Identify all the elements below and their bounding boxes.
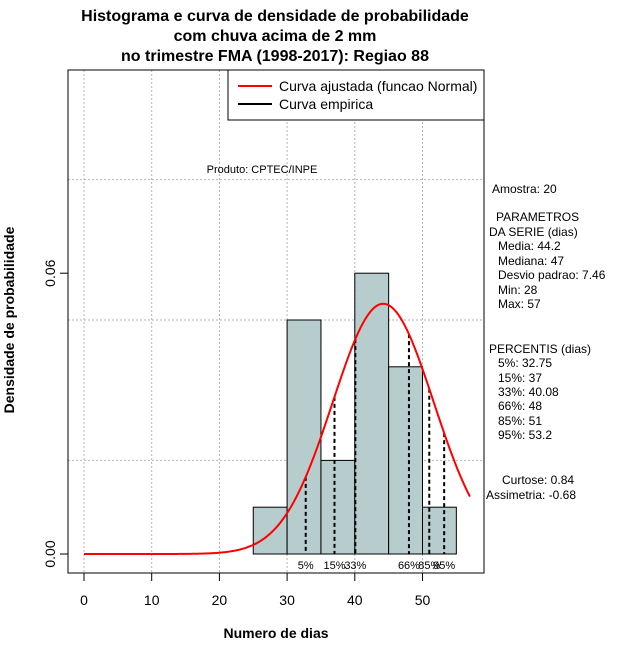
stat-percentil-66: 66%: 48	[498, 399, 542, 413]
percentile-label: 33%	[344, 560, 366, 572]
y-tick-label: 0.06	[42, 259, 58, 286]
percentile-label: 66%	[398, 560, 420, 572]
percentile-lines	[304, 334, 446, 554]
x-axis-title: Numero de dias	[223, 625, 328, 641]
legend-label-empirical: Curva empirica	[279, 96, 373, 112]
y-axis: 0.00 0.06	[42, 259, 68, 568]
chart-title-line-2: com chuva acima de 2 mm	[174, 28, 377, 45]
stat-percentis-header: PERCENTIS (dias)	[489, 342, 591, 356]
stat-max: Max: 57	[498, 297, 541, 311]
stat-percentil-5: 5%: 32.75	[498, 356, 552, 370]
stat-percentil-33: 33%: 40.08	[498, 385, 559, 399]
normal-curve	[84, 302, 471, 555]
chart-title-line-3: no trimestre FMA (1998-2017): Regiao 88	[121, 48, 429, 65]
x-axis: 0 10 20 30 40 50	[80, 573, 430, 608]
stat-percentil-15: 15%: 37	[498, 371, 542, 385]
histogram-bar	[286, 319, 322, 555]
stat-param-header-1: PARAMETROS	[496, 210, 579, 224]
x-tick-label: 0	[80, 592, 88, 608]
legend: Curva ajustada (funcao Normal) Curva emp…	[227, 69, 485, 121]
legend-box	[227, 69, 485, 121]
stats-panel: Amostra: 20 PARAMETROS DA SERIE (dias) M…	[486, 182, 606, 502]
stat-percentil-85: 85%: 51	[498, 414, 542, 428]
x-tick-label: 40	[347, 592, 363, 608]
histogram-bar	[320, 459, 356, 555]
x-tick-label: 50	[415, 592, 431, 608]
stat-mediana: Mediana: 47	[498, 254, 564, 268]
histogram-bar	[354, 272, 390, 555]
histogram-bar	[388, 366, 423, 555]
chart-title-line-1: Histograma e curva de densidade de proba…	[81, 8, 469, 25]
y-axis-title: Densidade de probabilidade	[1, 226, 17, 413]
stat-assimetria: Assimetria: -0.68	[486, 488, 576, 502]
percentile-labels: 5% 15%33% 66%85%95%	[298, 560, 456, 572]
histogram-bar	[252, 506, 288, 555]
stat-min: Min: 28	[498, 283, 538, 297]
source-note: Produto: CPTEC/INPE	[207, 164, 318, 176]
grid-lines	[68, 70, 484, 573]
x-tick-label: 20	[212, 592, 228, 608]
stat-percentil-95: 95%: 53.2	[498, 428, 552, 442]
histogram-bar	[422, 506, 457, 555]
histogram-bars	[252, 272, 457, 555]
percentile-label: 85%	[418, 560, 440, 572]
percentile-label: 15%	[323, 560, 345, 572]
stat-media: Media: 44.2	[498, 239, 561, 253]
legend-label-fitted: Curva ajustada (funcao Normal)	[279, 78, 477, 94]
percentile-label: 5%	[298, 560, 314, 572]
stat-amostra: Amostra: 20	[492, 182, 557, 196]
x-tick-label: 10	[144, 592, 160, 608]
stat-desvio: Desvio padrao: 7.46	[498, 268, 606, 282]
percentile-label: 95%	[433, 560, 455, 572]
y-tick-label: 0.00	[42, 540, 58, 567]
x-tick-label: 30	[279, 592, 295, 608]
stat-param-header-2: DA SERIE (dias)	[489, 225, 578, 239]
stat-curtose: Curtose: 0.84	[502, 473, 574, 487]
